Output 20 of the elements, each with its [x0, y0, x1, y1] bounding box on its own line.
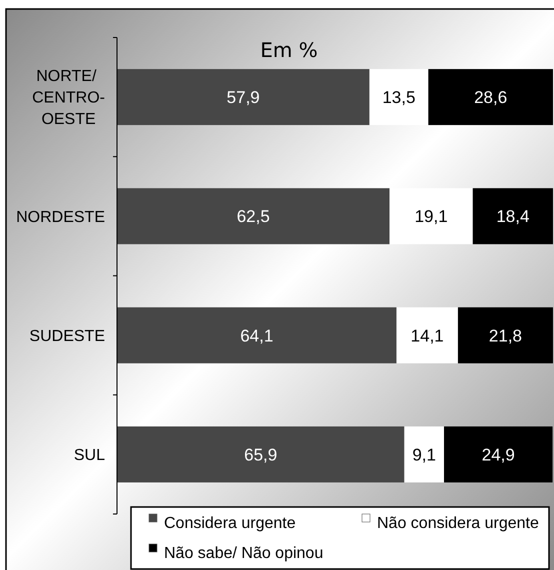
data-label: 9,1 [412, 445, 436, 464]
data-label: 21,8 [488, 326, 522, 346]
y-tick-label: SUL [74, 447, 106, 464]
data-label: 14,1 [410, 326, 444, 346]
y-tick-label: NORTE/ CENTRO-OESTE [32, 68, 106, 128]
chart-title: Em % [260, 38, 318, 62]
y-tick-label: SUDESTE [29, 328, 105, 345]
data-label: 19,1 [414, 207, 448, 226]
data-label: 28,6 [474, 88, 508, 108]
legend-label: Não considera urgente [377, 515, 539, 532]
y-tick-label: NORDESTE [16, 208, 105, 226]
legend-label: Considera urgente [164, 515, 296, 532]
data-label: 62,5 [236, 207, 270, 226]
data-label: 57,9 [226, 88, 260, 108]
legend-label: Não sabe/ Não opinou [164, 545, 324, 562]
data-label: 24,9 [482, 445, 515, 464]
data-label: 18,4 [496, 207, 530, 226]
data-label: 64,1 [240, 326, 274, 346]
data-label: 65,9 [244, 445, 278, 464]
data-label: 13,5 [382, 88, 416, 108]
